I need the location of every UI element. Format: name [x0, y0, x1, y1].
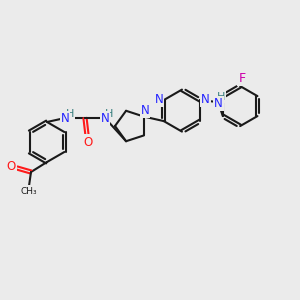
Text: N: N: [214, 97, 223, 110]
Text: O: O: [83, 136, 93, 148]
Text: N: N: [61, 112, 69, 125]
Text: N: N: [154, 93, 163, 106]
Text: H: H: [105, 109, 113, 119]
Text: N: N: [201, 93, 209, 106]
Text: N: N: [141, 104, 149, 117]
Text: N: N: [100, 112, 109, 125]
Text: H: H: [66, 109, 74, 119]
Text: F: F: [238, 72, 246, 85]
Text: O: O: [6, 160, 16, 173]
Text: H: H: [217, 92, 225, 102]
Text: CH₃: CH₃: [21, 187, 37, 196]
